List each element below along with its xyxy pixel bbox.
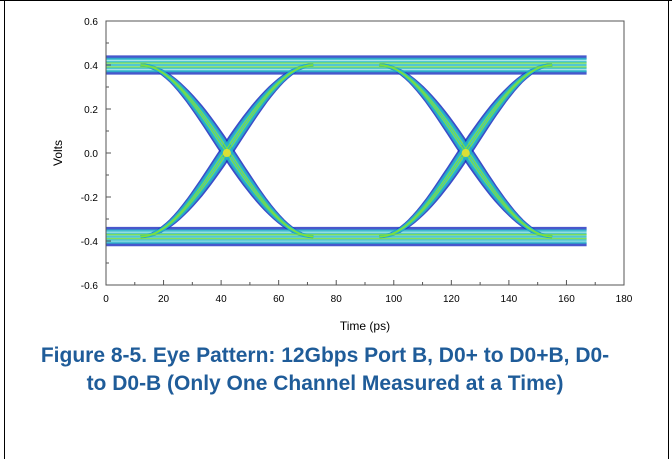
frame-right-border [668,0,669,459]
eye-transition-trace [379,63,553,238]
x-tick-label: 0 [103,294,109,305]
y-tick-label: 0.4 [84,61,98,72]
eye-crossing-point [222,149,231,157]
x-tick-label: 160 [558,294,575,305]
x-tick-label: 120 [443,294,460,305]
frame-top-border [0,0,672,1]
x-tick-label: 20 [158,294,170,305]
eye-transition-trace [379,64,553,238]
y-tick-label: -0.4 [81,237,99,248]
y-axis-label: Volts [51,140,65,166]
eye-transition-trace [140,64,314,238]
y-tick-label: 0.0 [84,149,98,160]
axis-ticks: 0 20 40 60 80 100 120 140 160 180 0.6 0.4 0.2 0.0 -0.2… [81,17,633,305]
x-tick-label: 140 [501,294,518,305]
eye-pattern-chart: 0 20 40 60 80 100 120 140 160 180 0.6 0.4 0.2 0.0 -0.2… [51,17,633,333]
x-tick-label: 40 [216,294,228,305]
eye-traces [106,55,587,247]
eye-crossing-point [461,149,470,157]
x-tick-label: 60 [273,294,285,305]
frame-left-border [4,0,5,459]
x-tick-label: 100 [385,294,402,305]
x-axis-label: Time (ps) [340,319,390,333]
y-tick-label: -0.6 [81,281,99,292]
x-tick-label: 80 [331,294,343,305]
y-tick-label: 0.6 [84,17,98,28]
x-tick-label: 180 [616,294,633,305]
y-tick-label: 0.2 [84,105,98,116]
y-tick-label: -0.2 [81,193,99,204]
figure-caption: Figure 8-5. Eye Pattern: 12Gbps Port B, … [40,344,610,395]
eye-transition-trace [140,63,314,238]
